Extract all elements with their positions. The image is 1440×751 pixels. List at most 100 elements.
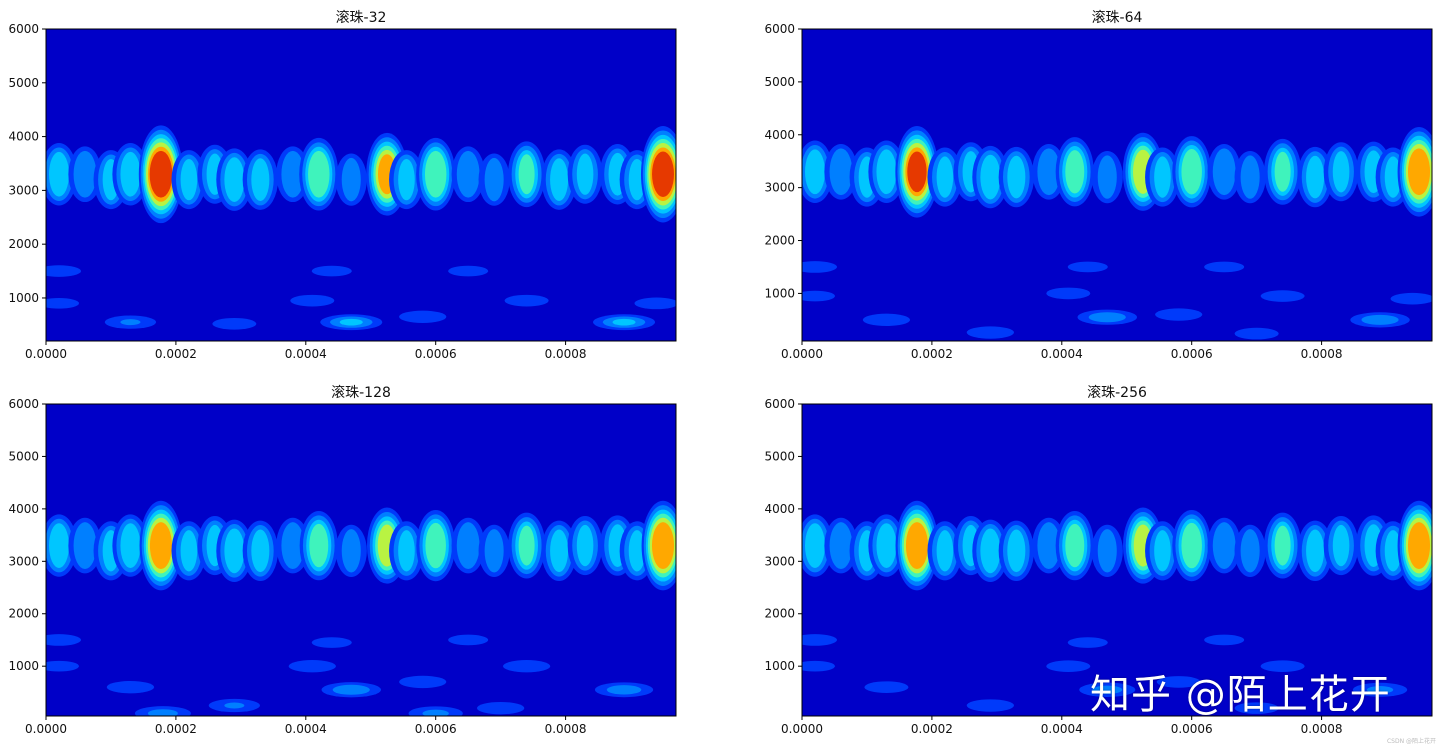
heat-blob [46, 265, 81, 277]
y-tick-label: 5000 [8, 76, 39, 90]
heat-blob [966, 699, 1014, 712]
heat-blob [802, 660, 835, 672]
heat-blob [541, 149, 577, 210]
heat-blob [1032, 517, 1066, 574]
heat-blob [1207, 517, 1241, 574]
axes-frame [801, 28, 1433, 342]
heat-blob [1145, 521, 1180, 581]
heat-blob [242, 149, 279, 210]
chart-title: 滚珠-256 [1087, 384, 1147, 401]
y-tick-label: 2000 [8, 237, 39, 251]
x-tick-label: 0.0004 [1041, 347, 1083, 361]
heat-blob [478, 524, 510, 577]
subplot-3: 滚珠-128 1000 2000 3000 4000 5000 6000 0.0000 0.00… [8, 384, 677, 736]
heat-blob [68, 517, 102, 574]
axes-frame [801, 403, 1433, 717]
heat-blob [139, 500, 183, 591]
heat-blob [802, 634, 837, 646]
heat-blob [567, 144, 603, 204]
heat-blob [862, 313, 911, 327]
heat-blob [478, 153, 510, 206]
heat-blob [276, 517, 310, 574]
heat-blob [927, 521, 963, 581]
heat-blob [290, 294, 335, 307]
heat-blob [46, 660, 79, 672]
heat-blob [802, 290, 835, 302]
heat-blob [1207, 143, 1241, 200]
heat-blob [335, 153, 367, 206]
heat-blob [1234, 327, 1279, 340]
y-tick-label: 1000 [8, 291, 39, 305]
x-tick-label: 0.0006 [415, 722, 457, 736]
heat-blob [567, 516, 603, 576]
heat-blob [416, 137, 456, 211]
heat-blob [416, 509, 456, 582]
heat-blob [1032, 143, 1066, 200]
heat-blob [171, 150, 207, 210]
heat-blob [802, 514, 834, 577]
y-tick-label: 4000 [764, 502, 795, 516]
heat-blob [1055, 510, 1094, 581]
heat-blob [1390, 292, 1432, 305]
heat-blob [998, 520, 1035, 582]
heat-blob [299, 137, 339, 211]
x-tick-label: 0.0008 [1301, 347, 1343, 361]
x-tick-label: 0.0002 [155, 722, 197, 736]
x-tick-label: 0.0000 [25, 347, 67, 361]
heat-blob [216, 148, 253, 211]
heat-blob [895, 500, 939, 591]
heat-blob [507, 141, 546, 208]
heat-blob [1323, 516, 1359, 576]
x-tick-label: 0.0000 [781, 347, 823, 361]
heat-blob [299, 510, 338, 581]
y-tick-label: 1000 [764, 286, 795, 300]
y-tick-label: 1000 [764, 659, 795, 673]
heat-blob [477, 701, 525, 715]
heat-blob [1234, 524, 1266, 577]
heat-blob [448, 634, 489, 646]
y-tick-label: 5000 [764, 75, 795, 89]
heat-blob [868, 514, 905, 577]
heat-blob [504, 294, 549, 307]
heat-blob [966, 326, 1014, 339]
heat-blob [1297, 520, 1333, 582]
heat-blob [824, 517, 858, 574]
heat-blob [106, 680, 155, 694]
heat-blob [802, 140, 834, 203]
heat-blob [311, 265, 352, 277]
heat-blob [864, 681, 909, 693]
heat-blob [399, 675, 447, 689]
y-tick-label: 6000 [8, 397, 39, 411]
heat-blob [868, 140, 905, 203]
heat-blob [212, 317, 257, 330]
heat-blob [451, 146, 485, 203]
heat-blob [138, 125, 184, 224]
heat-blob [641, 500, 676, 591]
heat-blob [1260, 660, 1305, 672]
heat-blob [46, 298, 79, 309]
y-tick-label: 3000 [8, 554, 39, 568]
heat-blob [408, 706, 463, 716]
heat-blob [972, 145, 1009, 209]
heat-blob [1046, 287, 1091, 300]
heat-blob [1067, 637, 1108, 648]
heat-blob [399, 310, 447, 323]
heat-blob [927, 147, 963, 207]
heat-blob [288, 660, 336, 673]
heat-blob [320, 314, 383, 331]
x-tick-label: 0.0002 [911, 347, 953, 361]
heat-blob [895, 125, 939, 218]
heat-blob [1350, 312, 1410, 328]
x-tick-label: 0.0002 [155, 347, 197, 361]
y-tick-label: 3000 [764, 554, 795, 568]
heat-blob [389, 521, 424, 581]
heat-blob [1046, 660, 1091, 672]
y-tick-label: 5000 [8, 449, 39, 463]
chart-title: 滚珠-64 [1092, 9, 1143, 26]
heat-blob [104, 315, 157, 329]
heatmap-area [46, 125, 676, 331]
heat-blob [1091, 524, 1123, 577]
heat-blob [1263, 512, 1302, 579]
heat-blob [1234, 150, 1266, 204]
